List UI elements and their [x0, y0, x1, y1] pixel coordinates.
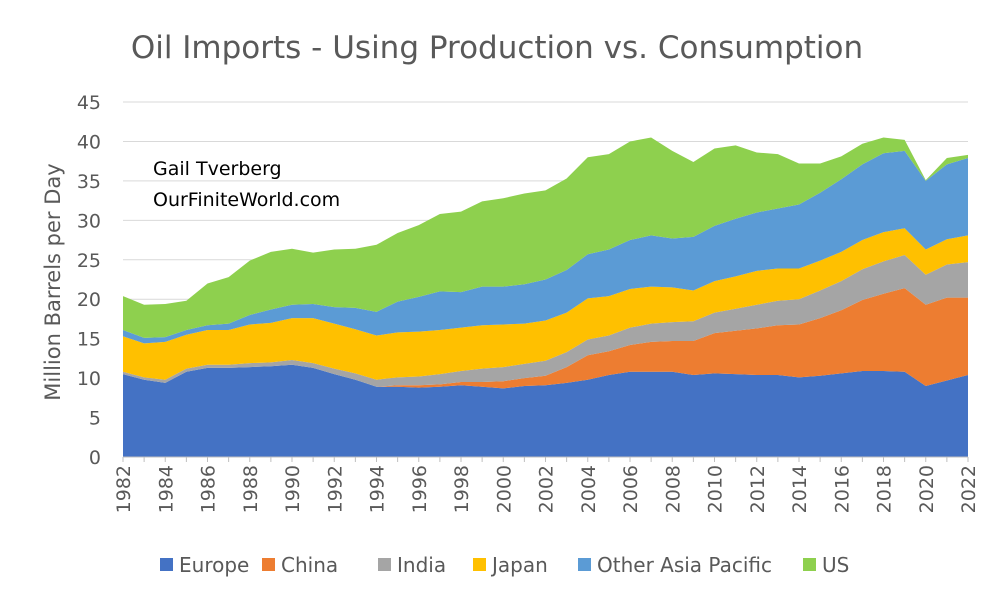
- x-tick-label: 2016: [831, 465, 853, 513]
- y-tick-label: 10: [77, 368, 101, 390]
- legend-label: US: [822, 553, 849, 577]
- area-other-asia-pacific: [123, 150, 968, 344]
- x-tick-label: 1996: [409, 465, 431, 513]
- y-tick-label: 20: [77, 289, 101, 311]
- x-tick-label: 2012: [747, 465, 769, 513]
- y-tick-label: 5: [89, 408, 101, 430]
- legend-label: China: [281, 553, 338, 577]
- x-tick-label: 2006: [620, 465, 642, 513]
- x-tick-label: 1990: [282, 465, 304, 513]
- legend-swatch: [160, 558, 173, 571]
- x-tick-label: 2022: [958, 465, 980, 513]
- legend-swatch: [578, 558, 591, 571]
- y-tick-label: 30: [77, 210, 101, 232]
- x-tick-label: 1994: [367, 465, 389, 513]
- y-axis: 0 5 10 15 20 25 30 35 40 45: [77, 92, 101, 469]
- x-tick-label: 2010: [705, 465, 727, 513]
- x-tick-label: 1988: [240, 465, 262, 513]
- legend-item-europe: Europe: [160, 553, 249, 577]
- legend-item-india: India: [378, 553, 446, 577]
- x-tick-label: 1986: [198, 465, 220, 513]
- annotation-website: OurFiniteWorld.com: [153, 189, 340, 211]
- x-tick-label: 2014: [789, 465, 811, 513]
- area-japan: [123, 228, 968, 380]
- legend-label: Europe: [179, 553, 249, 577]
- x-tick-label: 2008: [662, 465, 684, 513]
- y-axis-title: Million Barrels per Day: [41, 163, 65, 400]
- x-tick-label: 2020: [916, 465, 938, 513]
- x-axis: 1982 1984 1986 1988 1990 1992 1994 1996 1998 2000…: [113, 456, 980, 513]
- legend-item-us: US: [803, 553, 849, 577]
- area-india: [123, 255, 968, 387]
- y-tick-label: 45: [77, 92, 101, 114]
- chart-title: Oil Imports - Using Production vs. Consu…: [131, 30, 863, 66]
- y-tick-label: 0: [89, 447, 101, 469]
- x-tick-label: 2000: [493, 465, 515, 513]
- area-europe: [123, 364, 968, 457]
- legend-swatch: [473, 558, 486, 571]
- x-tick-label: 2002: [536, 465, 558, 513]
- legend-item-china: China: [262, 553, 338, 577]
- y-tick-label: 15: [77, 329, 101, 351]
- annotation-author: Gail Tverberg: [153, 158, 282, 180]
- x-tick-label: 1992: [324, 465, 346, 513]
- legend-label: Japan: [490, 553, 548, 577]
- y-tick-label: 25: [77, 250, 101, 272]
- x-tick-label: 1982: [113, 465, 135, 513]
- legend-swatch: [803, 558, 816, 571]
- y-tick-label: 40: [77, 131, 101, 153]
- legend-swatch: [262, 558, 275, 571]
- x-tick-label: 1984: [155, 465, 177, 513]
- legend-item-japan: Japan: [473, 553, 548, 577]
- area-us: [123, 137, 968, 338]
- area-china: [123, 288, 968, 389]
- x-tick-label: 1998: [451, 465, 473, 513]
- legend-item-other-asia-pacific: Other Asia Pacific: [578, 553, 772, 577]
- legend-label: Other Asia Pacific: [597, 553, 772, 577]
- legend-label: India: [397, 553, 446, 577]
- stacked-areas: [123, 137, 968, 457]
- y-tick-label: 35: [77, 171, 101, 193]
- legend: Europe China India Japan Other Asia Pacific U…: [160, 553, 849, 577]
- x-tick-label: 2018: [874, 465, 896, 513]
- x-tick-label: 2004: [578, 465, 600, 513]
- legend-swatch: [378, 558, 391, 571]
